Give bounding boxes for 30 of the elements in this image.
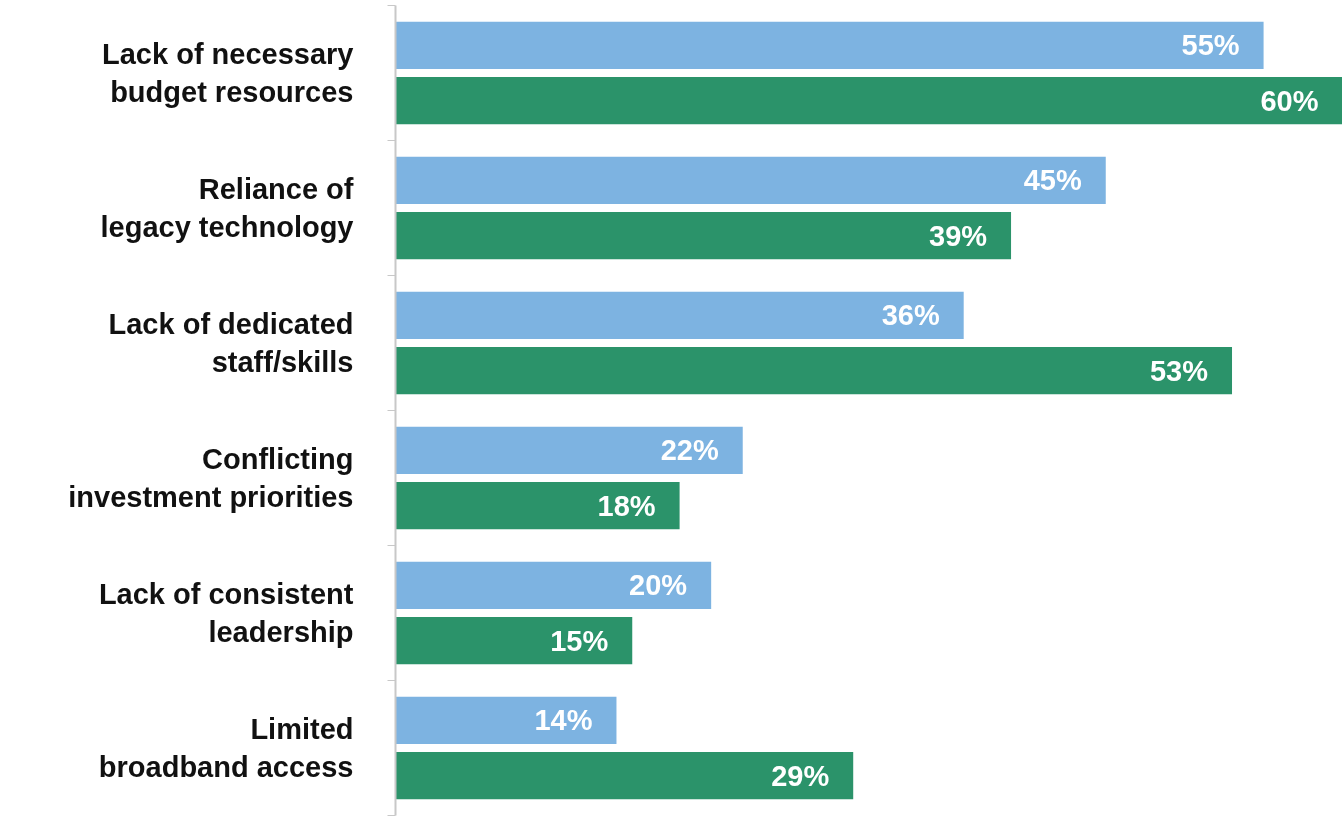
y-tick-label: Lack of dedicated staff/skills [108,307,354,379]
y-tick-label: Limited broadband access [98,712,354,784]
bar [395,21,1264,69]
y-tick-label: Reliance of legacy technology [100,172,354,244]
bar [395,77,1342,125]
data-label: 45% [1023,164,1082,197]
bar [395,426,743,474]
data-label: 60% [1260,84,1319,117]
bar [395,752,854,800]
data-label: 20% [629,569,688,602]
data-label: 18% [597,489,656,522]
bar [395,561,712,609]
data-label: 29% [771,759,830,792]
data-label: 22% [660,434,719,467]
bar [395,347,1233,395]
data-label: 15% [550,624,609,657]
data-label: 53% [1149,354,1209,387]
y-tick-label: Conflicting investment priorities [68,442,354,514]
bar [395,617,633,665]
bar [395,696,617,744]
data-label: 39% [929,219,988,252]
bar [395,482,680,530]
y-tick-label: Lack of necessary budget resources [102,37,354,109]
y-tick-label: Lack of consistent leadership [98,577,354,649]
data-label: 36% [881,299,940,332]
bar [395,212,1012,260]
bar [395,291,964,339]
data-label: 55% [1181,29,1240,62]
data-label: 14% [534,704,593,737]
bar [395,156,1106,204]
